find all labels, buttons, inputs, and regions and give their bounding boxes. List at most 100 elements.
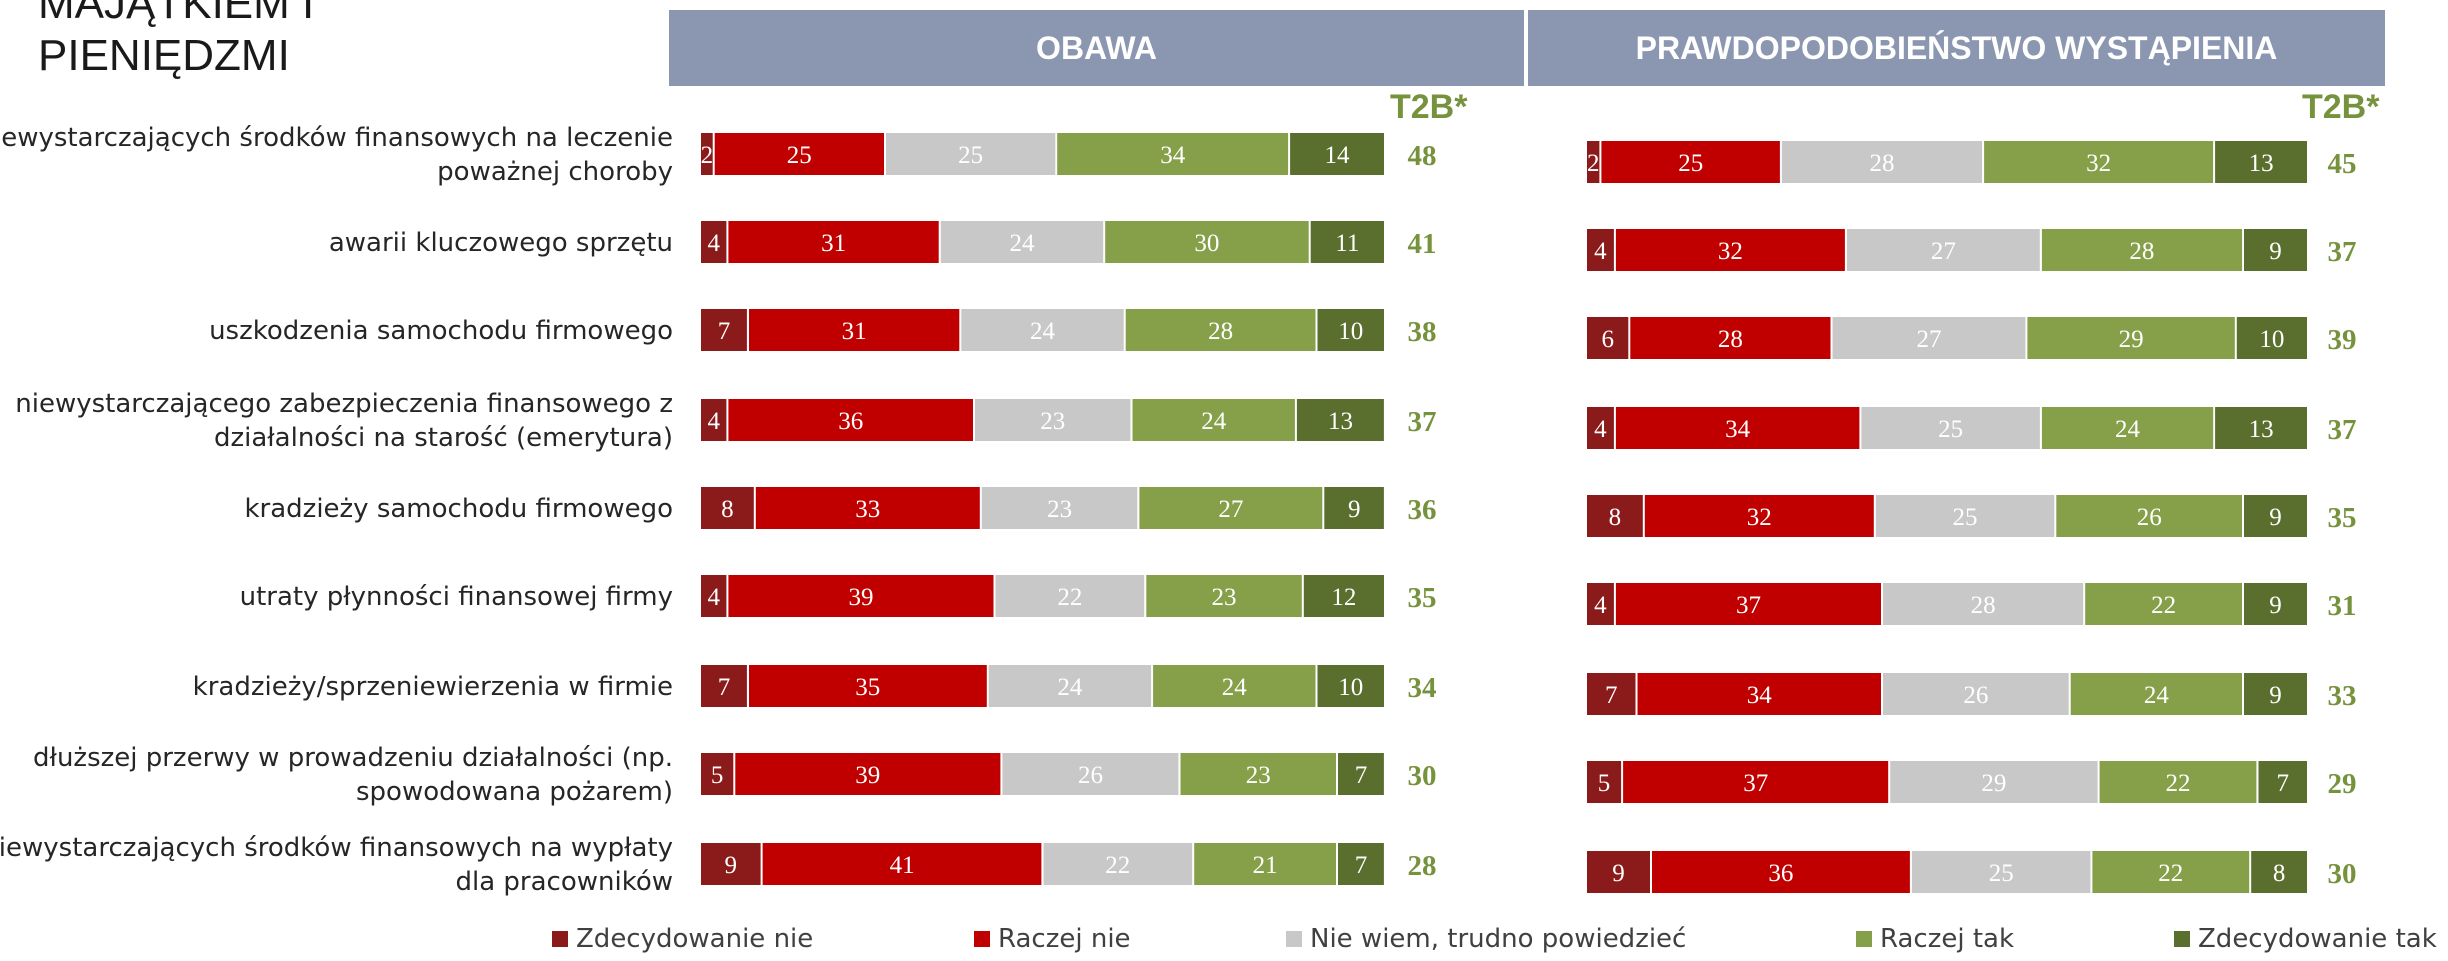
bar-value-label: 23 [1246,762,1271,789]
legend-swatch [1286,931,1302,947]
bar-segment [701,665,747,707]
bar-segment [975,399,1131,441]
legend-swatch [2174,931,2190,947]
bar-segment [1644,495,1874,537]
bar-value-label: 22 [1105,852,1130,879]
bar-value-label: 13 [2249,150,2274,177]
t2b-value: 37 [2328,414,2357,446]
bar-value-label: 28 [1870,150,1895,177]
bar-value-label: 7 [1355,762,1368,789]
bar-segment [2236,317,2307,359]
bar-segment [2027,317,2235,359]
legend-item: Raczej tak [1856,924,2014,954]
bar-value-label: 4 [707,230,720,257]
bar-segment [714,133,884,175]
t2b-value: 34 [1408,672,1437,704]
bar-value-label: 25 [958,142,983,169]
bar-segment [1601,141,1780,183]
bar-segment [988,665,1152,707]
bar-value-label: 24 [1057,674,1083,701]
bar-value-label: 41 [890,852,915,879]
bar-value-label: 10 [1338,674,1363,701]
bar-segment [1623,761,1889,803]
bar-segment [728,575,994,617]
bar-value-label: 26 [2137,504,2162,531]
t2b-value: 39 [2328,324,2357,356]
bar-value-label: 24 [1010,230,1036,257]
bar-segment [1139,487,1323,529]
bar-value-label: 4 [1594,238,1607,265]
t2b-value: 35 [1408,582,1437,614]
bar-value-label: 9 [1612,860,1625,887]
bar-value-label: 37 [1743,770,1768,797]
bar-value-label: 7 [1605,682,1618,709]
bar-value-label: 13 [1328,408,1353,435]
bar-value-label: 2 [701,142,714,169]
bar-value-label: 25 [1678,150,1703,177]
bar-segment [1630,317,1831,359]
chart-legend: Zdecydowanie nie Raczej nie Nie wiem, trud… [0,924,2448,958]
bar-value-label: 32 [1747,504,1772,531]
category-label: awarii kluczowego sprzętu [329,228,673,258]
legend-label: Zdecydowanie nie [576,924,814,954]
category-label: kradzieży/sprzeniewierzenia w firmie [193,672,673,702]
bar-value-label: 31 [821,230,846,257]
bar-segment [755,487,980,529]
bar-segment [1324,487,1384,529]
bar-segment [701,221,727,263]
bar-segment [1057,133,1289,175]
bar-segment [2092,851,2250,893]
bar-value-label: 7 [718,318,731,345]
bar-segment [1317,665,1384,707]
bar-value-label: 8 [2273,860,2286,887]
bar-value-label: 34 [1160,142,1186,169]
bar-segment [1615,583,1881,625]
legend-label: Zdecydowanie tak [2198,924,2437,954]
bar-value-label: 21 [1253,852,1278,879]
bar-value-label: 23 [1040,408,1065,435]
bar-value-label: 27 [1917,326,1942,353]
bar-segment [762,843,1042,885]
bar-value-label: 9 [2269,504,2282,531]
category-label: kradzieży samochodu firmowego [244,494,673,524]
bar-value-label: 26 [1963,682,1988,709]
bar-value-label: 22 [2158,860,2183,887]
category-label: niewystarczających środków finansowych n… [0,123,673,187]
bar-segment [1832,317,2026,359]
t2b-header-left: T2B* [1390,88,1468,126]
bar-value-label: 31 [842,318,867,345]
bar-segment [1615,407,1860,449]
legend-item: Nie wiem, trudno powiedzieć [1286,924,1686,954]
bar-value-label: 29 [2119,326,2144,353]
bar-segment [961,309,1124,351]
bar-value-label: 27 [1931,238,1956,265]
bar-segment [981,487,1138,529]
bar-segment [2244,673,2307,715]
bar-value-label: 12 [1331,584,1356,611]
bar-segment [1587,495,1643,537]
legend-label: Nie wiem, trudno powiedzieć [1310,924,1687,954]
bar-value-label: 4 [707,408,720,435]
bar-segment [1883,583,2084,625]
bar-segment [701,753,734,795]
bar-segment [2041,229,2243,271]
bar-segment [1125,309,1316,351]
bar-value-label: 25 [787,142,812,169]
legend-item: Zdecydowanie nie [552,924,813,954]
bar-segment [1194,843,1336,885]
bar-segment [735,753,1001,795]
bar-segment [1153,665,1316,707]
bar-value-label: 23 [1047,496,1072,523]
t2b-value: 48 [1408,140,1437,172]
bar-value-label: 34 [1747,682,1773,709]
bar-segment [749,309,960,351]
bar-value-label: 24 [1201,408,1227,435]
bar-value-label: 9 [2269,238,2282,265]
bar-value-label: 4 [1594,416,1607,443]
t2b-value: 38 [1408,316,1437,348]
bar-value-label: 22 [2151,592,2176,619]
bar-value-label: 28 [1718,326,1743,353]
t2b-value: 41 [1408,228,1437,260]
category-label: niewystarczających środków finansowych n… [0,833,673,897]
bar-value-label: 4 [707,584,720,611]
